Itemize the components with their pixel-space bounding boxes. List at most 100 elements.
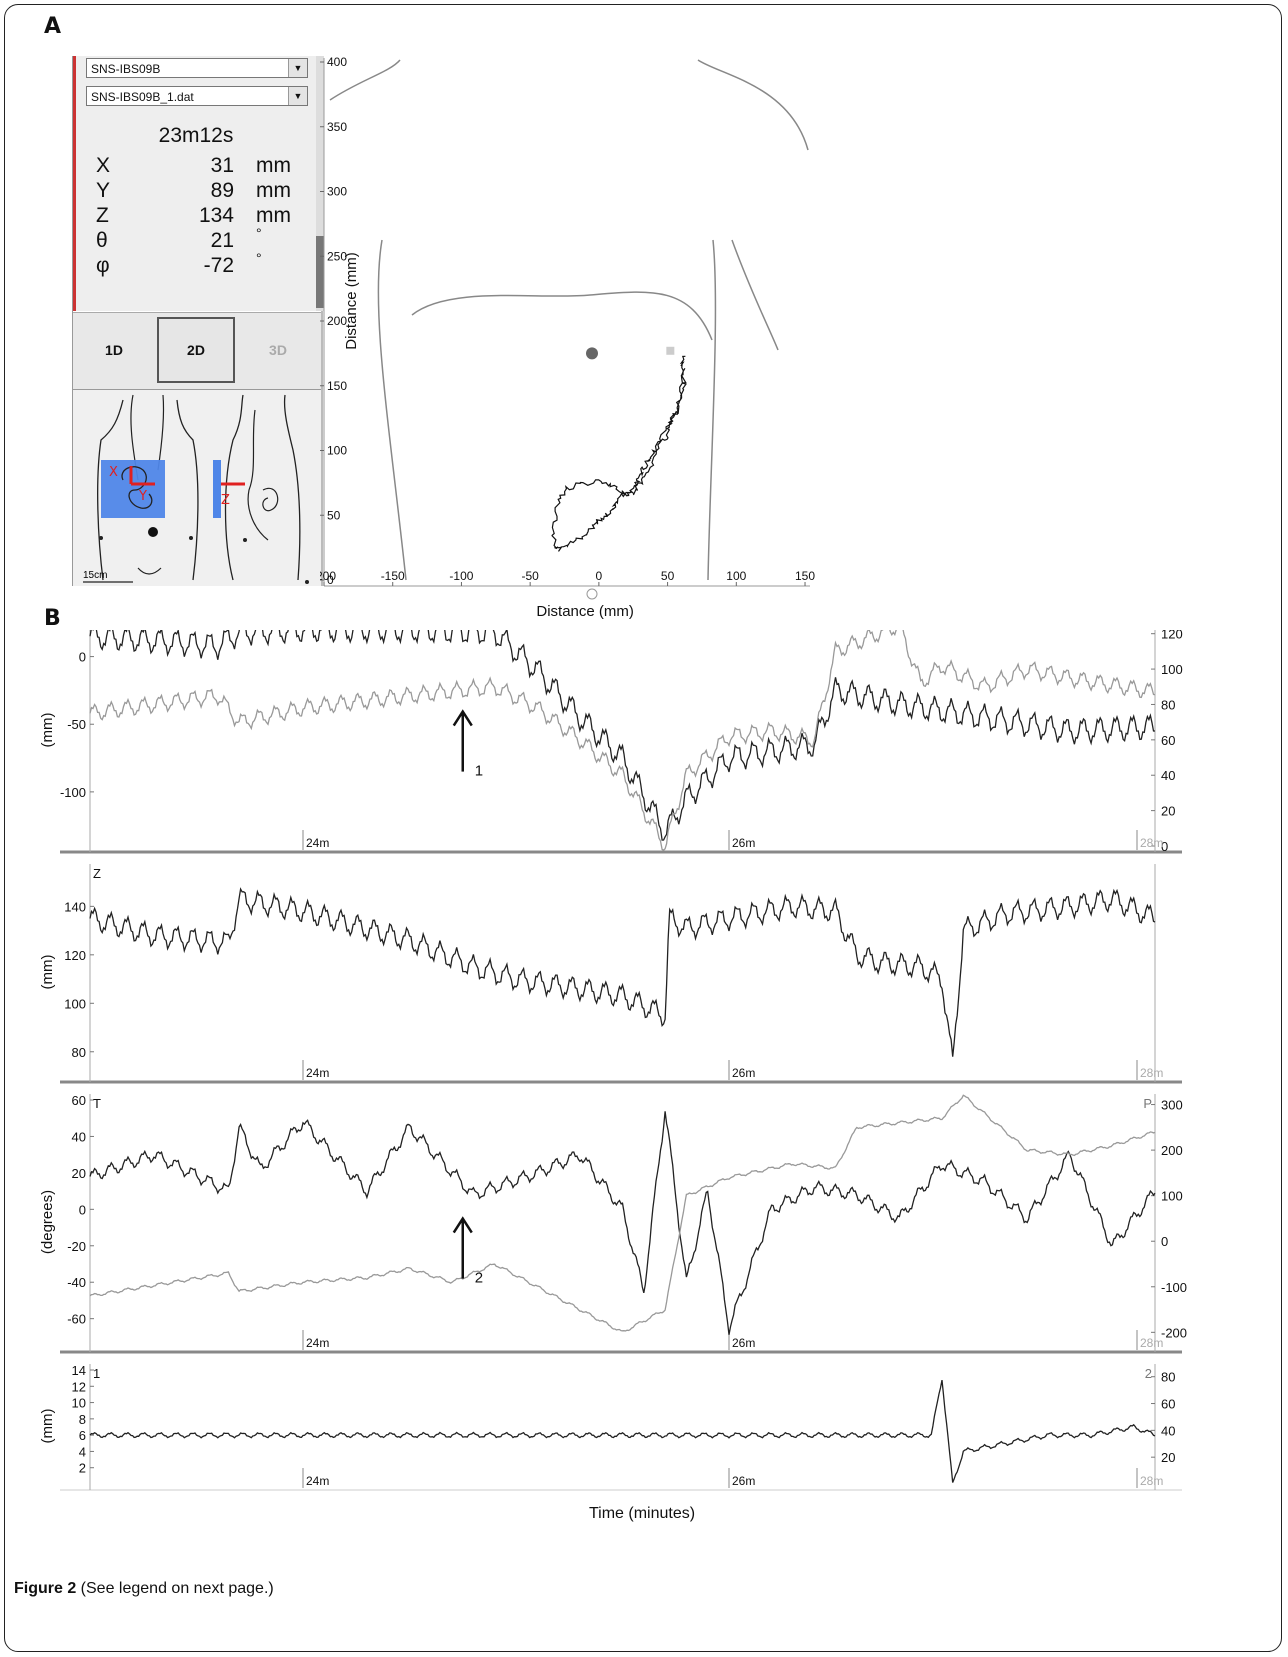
time-tick-label: 26m [732,1336,755,1350]
view-2d-button[interactable]: 2D [157,317,235,383]
y-right-tick-label: 200 [1161,1143,1183,1158]
readout-key: Z [96,204,109,227]
x-axis-label: Distance (mm) [536,603,634,620]
series-line [89,630,1155,841]
readout-value: -72 [203,254,234,277]
time-tick-label: 24m [306,836,329,850]
view-1d-button[interactable]: 1D [105,342,123,358]
y-tick-label: -100 [60,785,86,800]
figure-caption: Figure 2 (See legend on next page.) [0,1580,274,1598]
x-tick-label: -50 [521,569,539,583]
time-tick-label: 24m [306,1066,329,1080]
chevron-down-icon[interactable]: ▼ [288,59,307,77]
panel-a-letter: A [44,14,62,39]
annotation-arrow-head [452,1216,473,1234]
shoulder-line-left [329,59,401,101]
readout-unit: mm [256,204,291,227]
y-right-tick-label: 0 [1161,1234,1168,1249]
x-tick-label: -150 [381,569,405,583]
readout-unit: mm [256,154,291,177]
y-right-tick-label: 120 [1161,630,1183,642]
reference-marker-square [666,346,675,355]
time-tick-label: 26m [732,1066,755,1080]
file-select[interactable]: SNS-IBS09B_1.dat ▼ [86,86,308,106]
x-tick-label: -100 [449,569,473,583]
y-tick-label: 10 [72,1396,86,1411]
x-tick-label: 0 [596,569,603,583]
time-tick-label: 24m [306,1474,329,1488]
y-tick-label: 350 [327,120,347,134]
readout-row: X 31 mm [96,154,306,180]
panel-b-time-series: 0-50-100020406080100120(mm)XY24m26m28m18… [39,630,1187,1522]
y-tick-label: 100 [64,996,86,1011]
y-tick-label: 0 [79,1202,86,1217]
y-tick-label: 12 [72,1379,86,1394]
scrollbar-thumb[interactable] [316,236,324,308]
readout-key: Y [96,179,111,202]
y-tick-label: 6 [79,1428,86,1443]
y-axis-label: (mm) [39,713,56,748]
time-tick-label: 28m [1140,1066,1163,1080]
panel-a-trajectory-plot: 0 50 100 150 200 250 300 350 400 -200 -150 -100 -50 0… [320,55,815,620]
series-label-left: Z [93,866,101,881]
y-tick-label: 8 [79,1412,86,1427]
annotation-arrow-head [452,709,473,727]
panel-b-letter: B [44,606,61,631]
caption-text: (See legend on next page.) [76,1580,274,1597]
time-tick-label: 26m [732,1474,755,1488]
y-right-tick-label: 0 [1161,839,1168,854]
chevron-down-icon[interactable]: ▼ [288,87,307,105]
y-right-tick-label: 100 [1161,1189,1183,1204]
y-tick-label: -40 [67,1275,86,1290]
y-right-tick-label: 60 [1161,1397,1175,1412]
anatomy-thumbnail-drawing: X Y Z 15cm [83,394,309,584]
time-tick-label: 28m [1140,1474,1163,1488]
file-select-value: SNS-IBS09B_1.dat [91,90,194,104]
view-3d-button[interactable]: 3D [269,342,287,358]
series-label-left: 1 [93,1366,100,1381]
readout-value: 21 [210,229,234,252]
readout-row: φ -72 ° [96,250,306,280]
series-line [89,1094,1156,1332]
reference-marker-circle [586,347,598,360]
readout-row: Z 134 mm [96,204,306,230]
origin-marker [586,588,598,600]
y-right-tick-label: 60 [1161,733,1175,748]
series-line [89,887,1156,1057]
caption-figure-number: Figure 2 [14,1580,77,1597]
thumb-z-label: Z [221,493,230,508]
arm-line-right [731,239,779,351]
y-right-tick-label: 20 [1161,804,1175,819]
time-tick-label: 28m [1140,836,1163,850]
body-line-right [707,239,717,581]
y-tick-label: 40 [72,1129,86,1144]
readout-value: 89 [210,179,234,202]
series-line [89,1379,1156,1483]
y-tick-label: 60 [72,1093,86,1108]
y-tick-label: 0 [327,573,334,587]
y-right-tick-label: -100 [1161,1280,1187,1295]
scale-label: 15cm [83,570,107,581]
y-axis-label: Distance (mm) [343,252,360,350]
y-tick-label: -50 [67,717,86,732]
scrollbar[interactable] [316,56,324,311]
readout-unit: ° [256,250,262,266]
y-tick-label: 150 [327,379,347,393]
y-tick-label: 14 [72,1363,86,1378]
dataset-select[interactable]: SNS-IBS09B ▼ [86,58,308,78]
software-side-panel: SNS-IBS09B ▼ SNS-IBS09B_1.dat ▼ 23m12s X… [72,56,324,586]
y-tick-label: 0 [79,650,86,665]
figure-frame [4,4,1282,1652]
y-tick-label: 120 [64,948,86,963]
series-label-right: 2 [1145,1366,1152,1381]
thumb-x-label: X [109,465,118,480]
y-tick-label: -20 [67,1239,86,1254]
y-tick-label: 400 [327,55,347,69]
y-right-tick-label: 80 [1161,697,1175,712]
series-label-right: P [1143,1096,1152,1111]
trajectory-line [551,355,687,552]
y-tick-label: 140 [64,899,86,914]
y-axis-label: (degrees) [39,1190,56,1254]
y-right-tick-label: 20 [1161,1450,1175,1465]
